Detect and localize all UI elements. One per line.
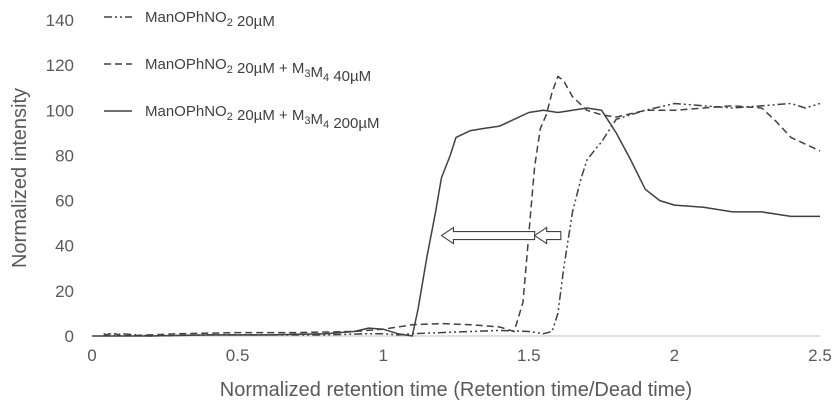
series-layer <box>92 75 821 337</box>
y-tick-label: 20 <box>55 282 74 301</box>
series-line-2 <box>103 75 821 337</box>
x-tick-label: 1 <box>378 346 387 365</box>
y-tick-label: 80 <box>55 146 74 165</box>
legend-label: ManOPhNO2 20µM + M3M4 200µM <box>145 103 380 132</box>
y-tick-label: 120 <box>46 56 74 75</box>
series-line-3 <box>92 107 820 337</box>
y-axis-title: Normalized intensity <box>9 88 31 268</box>
y-tick-label: 60 <box>55 192 74 211</box>
series-line-1 <box>103 102 821 337</box>
x-tick-label: 0.5 <box>226 346 250 365</box>
shift-arrow-2 <box>533 226 562 245</box>
shift-arrow-1 <box>440 226 536 245</box>
annotation-layer <box>440 226 562 245</box>
axes: 0 0.5 1 1.5 2 2.5 0 20 40 60 80 100 120 140 <box>46 11 832 365</box>
y-tick-label: 40 <box>55 237 74 256</box>
x-tick-label: 2 <box>670 346 679 365</box>
x-tick-label: 0 <box>87 346 96 365</box>
y-tick-label: 140 <box>46 11 74 30</box>
x-tick-label: 2.5 <box>808 346 832 365</box>
legend: ManOPhNO2 20µM ManOPhNO2 20µM + M3M4 40µM… <box>104 9 380 132</box>
legend-label: ManOPhNO2 20µM <box>145 9 275 30</box>
x-tick-label: 1.5 <box>517 346 541 365</box>
x-axis-title: Normalized retention time (Retention tim… <box>220 379 692 401</box>
legend-label: ManOPhNO2 20µM + M3M4 40µM <box>145 56 371 85</box>
y-tick-label: 0 <box>65 327 74 346</box>
y-tick-label: 100 <box>46 101 74 120</box>
